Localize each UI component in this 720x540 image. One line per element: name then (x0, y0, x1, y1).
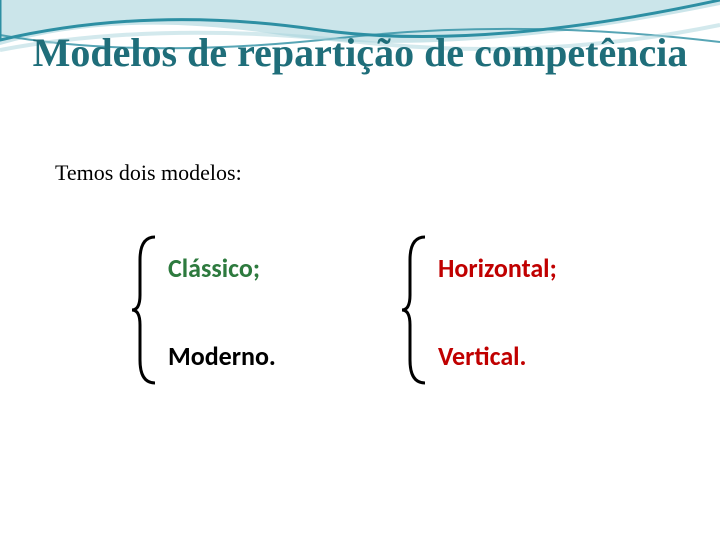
label-moderno: Moderno. (168, 340, 276, 372)
right-brace-icon (400, 235, 430, 385)
left-brace-icon (130, 235, 160, 385)
label-classico: Clássico; (168, 252, 260, 284)
slide-title: Modelos de repartição de competência (0, 30, 720, 76)
content-area: Clássico; Moderno. Horizontal; Vertical. (100, 230, 640, 410)
subtitle-text: Temos dois modelos: (55, 160, 242, 186)
label-horizontal: Horizontal; (438, 252, 557, 284)
label-vertical: Vertical. (438, 340, 527, 372)
